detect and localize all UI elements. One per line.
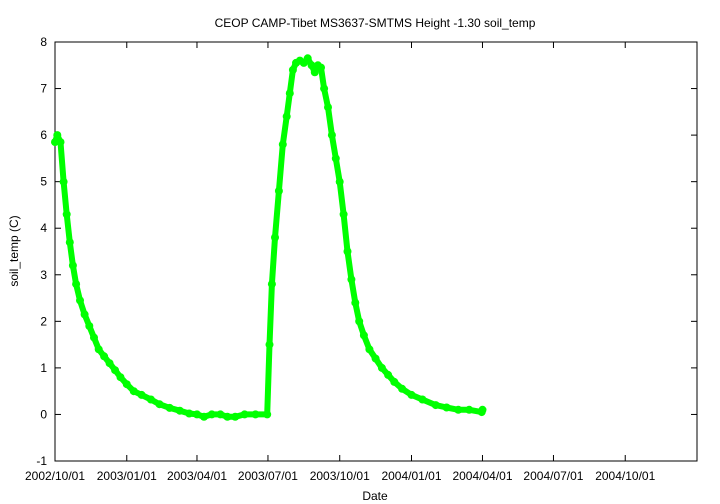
data-point — [310, 68, 319, 77]
data-point — [347, 275, 356, 284]
data-point — [165, 403, 174, 412]
y-tick-label: 4 — [40, 221, 47, 235]
data-point — [359, 331, 368, 340]
y-tick-label: 1 — [40, 361, 47, 375]
x-tick-label: 2003/04/01 — [167, 469, 227, 483]
data-point — [288, 65, 297, 74]
data-point — [355, 317, 364, 326]
data-point — [72, 280, 81, 289]
data-point — [317, 63, 325, 72]
data-point — [129, 387, 138, 396]
data-point — [303, 54, 312, 63]
data-point — [207, 410, 216, 419]
data-point — [51, 138, 59, 147]
data-point — [271, 233, 279, 242]
data-point — [94, 345, 103, 354]
data-point — [105, 359, 114, 368]
data-point — [282, 112, 291, 121]
data-point — [407, 390, 416, 399]
x-tick-label: 2004/10/01 — [595, 469, 655, 483]
data-point — [377, 363, 386, 372]
y-tick-label: 8 — [40, 35, 47, 49]
data-point — [122, 380, 131, 389]
x-axis: 2002/10/01 2003/01/01 2003/04/01 2003/07/01… — [25, 42, 656, 483]
data-point — [200, 412, 208, 421]
data-point — [251, 410, 260, 419]
data-point — [76, 296, 84, 305]
y-tick-label: 3 — [40, 268, 47, 282]
data-point — [418, 395, 427, 404]
data-point — [339, 210, 348, 219]
data-point — [327, 131, 336, 140]
data-point — [185, 409, 194, 418]
data-point — [90, 333, 98, 342]
data-point — [351, 298, 360, 307]
y-tick-label: 2 — [40, 314, 47, 328]
y-axis-label: soil_temp (C) — [7, 215, 21, 286]
data-point — [265, 340, 274, 349]
data-point — [335, 177, 344, 186]
chart-title: CEOP CAMP-Tibet MS3637-SMTMS Height -1.3… — [215, 16, 536, 30]
data-series — [51, 54, 487, 421]
y-tick-label: 7 — [40, 82, 47, 96]
data-point — [320, 84, 329, 93]
data-point — [85, 322, 94, 330]
data-point — [431, 401, 440, 410]
data-point — [146, 395, 155, 404]
data-point — [285, 89, 294, 98]
x-tick-label: 2004/04/01 — [452, 469, 512, 483]
series-line — [52, 55, 486, 420]
x-tick-label: 2004/01/01 — [381, 469, 441, 483]
data-point — [65, 238, 74, 247]
y-tick-label: 5 — [40, 175, 47, 189]
plot-frame — [54, 41, 698, 462]
data-point — [240, 410, 249, 419]
data-point — [384, 370, 393, 379]
data-point — [111, 366, 120, 375]
data-point — [442, 403, 451, 412]
data-point — [175, 406, 184, 415]
data-point — [331, 154, 340, 163]
data-point — [56, 138, 65, 147]
data-point — [278, 140, 287, 149]
x-tick-label: 2003/01/01 — [97, 469, 157, 483]
data-point — [155, 400, 164, 409]
data-point — [263, 410, 272, 419]
data-point — [371, 354, 380, 363]
data-point — [390, 377, 399, 386]
data-point — [137, 390, 146, 399]
data-point — [267, 280, 276, 289]
data-point — [59, 177, 68, 186]
data-point — [116, 373, 125, 382]
data-point — [465, 405, 474, 414]
y-tick-label: 0 — [40, 407, 47, 421]
data-point — [53, 131, 62, 140]
data-point — [307, 61, 316, 70]
x-tick-label: 2002/10/01 — [25, 469, 85, 483]
data-point — [343, 247, 352, 256]
data-point — [274, 187, 283, 195]
data-point — [193, 410, 201, 419]
y-tick-label: -1 — [36, 454, 47, 468]
y-tick-label: 6 — [40, 128, 47, 142]
data-point — [398, 384, 407, 393]
y-axis: -1 0 1 2 3 4 5 6 7 8 — [36, 35, 697, 468]
data-point — [324, 103, 332, 112]
data-point — [68, 261, 77, 270]
data-point — [216, 410, 225, 419]
data-point — [365, 345, 374, 354]
data-point — [80, 310, 89, 319]
data-point — [223, 412, 232, 421]
data-point — [478, 405, 487, 414]
data-point — [454, 405, 463, 414]
x-tick-label: 2003/10/01 — [310, 469, 370, 483]
data-point — [231, 412, 240, 421]
x-tick-label: 2004/07/01 — [523, 469, 583, 483]
x-axis-label: Date — [362, 489, 388, 503]
x-tick-label: 2003/07/01 — [238, 469, 298, 483]
data-point — [100, 352, 109, 361]
data-point — [62, 210, 71, 219]
